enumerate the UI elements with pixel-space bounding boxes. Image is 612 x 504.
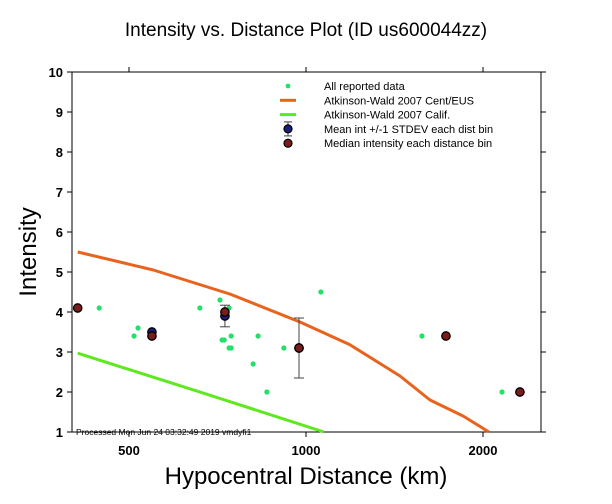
model-curves — [77, 250, 490, 434]
legend-label: Median intensity each distance bin — [324, 138, 492, 150]
reported-data-point — [197, 305, 203, 311]
y-tick-label: 6 — [56, 225, 63, 240]
legend-label: Mean int +/-1 STDEV each dist bin — [324, 124, 493, 136]
median-intensity-point — [294, 343, 304, 353]
chart-title: Intensity vs. Distance Plot (ID us600044… — [125, 20, 487, 41]
legend-label: Atkinson-Wald 2007 Calif. — [324, 110, 450, 122]
reported-data-point — [228, 333, 234, 339]
median-intensity-point — [72, 303, 83, 313]
y-tick-label: 8 — [56, 145, 63, 160]
reported-data-point — [250, 361, 256, 367]
x-axis-label: Hypocentral Distance (km) — [165, 463, 448, 490]
cent-eus-curve — [77, 250, 490, 434]
processed-annotation: Processed Mon Jun 24 03:32:49 2019 vmdyf… — [76, 427, 252, 437]
y-tick-label: 1 — [56, 425, 63, 440]
legend-dot-icon — [285, 83, 291, 89]
data-points — [72, 289, 525, 397]
y-tick-label: 4 — [56, 305, 64, 320]
reported-data-point — [221, 337, 227, 343]
median-intensity-point — [515, 387, 525, 397]
median-intensity-point — [220, 307, 230, 317]
y-tick-label: 9 — [56, 105, 63, 120]
calif-curve — [77, 351, 325, 434]
reported-data-point — [217, 297, 223, 303]
y-axis: 1 2 3 4 5 6 7 8 9 10 — [49, 65, 546, 440]
x-axis: 500 1000 2000 — [118, 67, 497, 458]
reported-data-point — [281, 345, 287, 351]
reported-data-point — [255, 333, 261, 339]
y-tick-label: 3 — [56, 345, 63, 360]
reported-data-point — [264, 389, 270, 395]
y-tick-label: 10 — [49, 65, 63, 80]
legend-median-icon — [283, 138, 293, 148]
reported-data-point — [135, 325, 141, 331]
x-tick-label: 1000 — [292, 443, 321, 458]
reported-data-point — [318, 289, 324, 295]
reported-data-point — [96, 305, 102, 311]
plot-border — [71, 71, 542, 433]
legend-mean-icon — [283, 124, 293, 134]
legend-label: All reported data — [324, 81, 406, 93]
median-intensity-point — [147, 331, 157, 341]
legend-label: Atkinson-Wald 2007 Cent/EUS — [324, 95, 474, 107]
reported-data-point — [131, 333, 137, 339]
plot-frame — [71, 71, 542, 433]
y-tick-label: 2 — [56, 385, 63, 400]
y-tick-label: 5 — [56, 265, 63, 280]
x-tick-label: 2000 — [469, 443, 498, 458]
legend: All reported data Atkinson-Wald 2007 Cent… — [280, 81, 493, 150]
y-tick-label: 7 — [56, 185, 63, 200]
reported-data-point — [228, 345, 234, 351]
median-intensity-point — [441, 331, 451, 341]
reported-data-point — [499, 389, 505, 395]
reported-data-point — [419, 333, 425, 339]
x-tick-label: 500 — [118, 443, 140, 458]
y-axis-label: Intensity — [15, 207, 42, 296]
